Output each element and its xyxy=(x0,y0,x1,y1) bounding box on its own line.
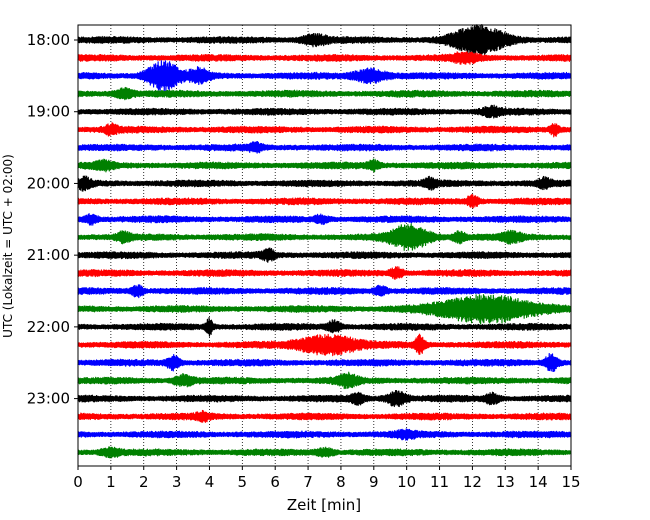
seismic-trace xyxy=(77,389,572,408)
seismic-trace xyxy=(77,353,572,372)
seismic-trace xyxy=(77,24,572,57)
y-axis-ticks: 18:00 19:00 20:00 21:00 22:00 23:00 xyxy=(27,31,78,408)
x-tick-label: 10 xyxy=(397,473,416,491)
seismic-trace xyxy=(77,428,572,441)
seismic-trace xyxy=(77,122,572,138)
x-tick-label: 13 xyxy=(496,473,515,491)
seismic-trace xyxy=(77,371,572,390)
y-tick-label: 21:00 xyxy=(27,246,70,264)
seismic-trace xyxy=(77,193,572,209)
x-tick-label: 14 xyxy=(529,473,548,491)
seismic-trace xyxy=(77,317,572,337)
seismic-trace xyxy=(77,223,572,251)
seismic-trace xyxy=(77,86,572,101)
seismic-trace xyxy=(77,409,572,423)
seismic-trace xyxy=(77,175,572,192)
y-tick-label: 19:00 xyxy=(27,103,70,121)
y-axis-label: UTC (Lokalzeit = UTC + 02:00) xyxy=(1,154,15,338)
trace-group xyxy=(77,24,572,459)
x-axis-label: Zeit [min] xyxy=(287,496,361,514)
plot-frame xyxy=(77,24,572,467)
seismic-trace xyxy=(77,294,572,325)
seismic-trace xyxy=(77,104,572,119)
x-tick-label: 0 xyxy=(73,473,83,491)
y-tick-label: 22:00 xyxy=(27,318,70,336)
y-tick-label: 23:00 xyxy=(27,390,70,408)
seismic-trace xyxy=(77,141,572,154)
seismic-trace xyxy=(77,51,572,65)
x-tick-label: 6 xyxy=(270,473,280,491)
x-axis-ticks: 0 1 2 3 4 5 6 7 8 9 10 11 12 13 14 15 xyxy=(73,466,581,491)
x-tick-label: 12 xyxy=(463,473,482,491)
x-tick-label: 4 xyxy=(205,473,215,491)
x-tick-label: 11 xyxy=(430,473,449,491)
seismic-trace xyxy=(77,333,572,357)
y-tick-label: 20:00 xyxy=(27,174,70,192)
seismic-trace xyxy=(77,60,572,92)
x-tick-label: 5 xyxy=(238,473,248,491)
seismic-trace xyxy=(77,284,572,299)
x-tick-label: 2 xyxy=(139,473,149,491)
seismic-trace xyxy=(77,266,572,280)
x-tick-label: 3 xyxy=(172,473,182,491)
x-tick-label: 8 xyxy=(336,473,346,491)
x-tick-label: 1 xyxy=(106,473,116,491)
seismic-trace xyxy=(77,213,572,226)
seismic-trace xyxy=(77,446,572,459)
seismic-trace xyxy=(77,247,572,263)
x-tick-label: 9 xyxy=(369,473,379,491)
x-tick-label: 15 xyxy=(561,473,580,491)
seismic-trace xyxy=(77,158,572,173)
x-tick-label: 7 xyxy=(303,473,313,491)
y-tick-label: 18:00 xyxy=(27,31,70,49)
